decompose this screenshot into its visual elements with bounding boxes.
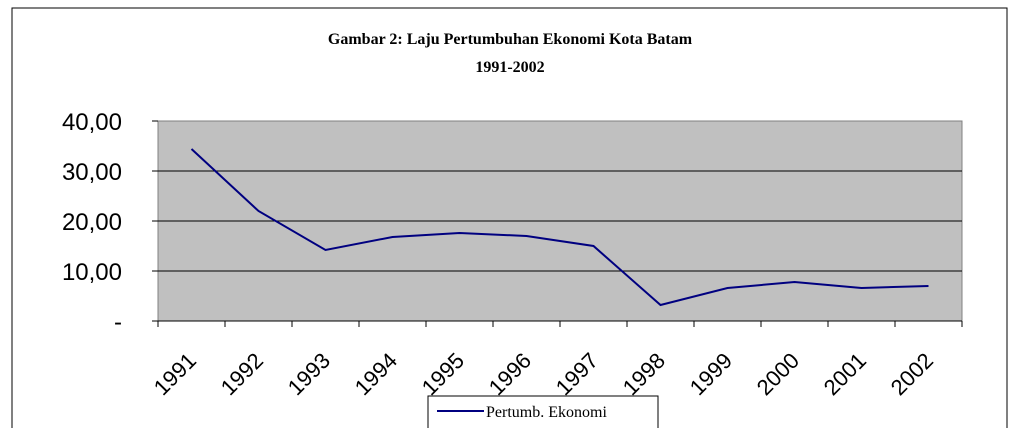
y-tick-label: 10,00: [62, 259, 122, 286]
y-tick-label: 20,00: [62, 209, 122, 236]
chart-subtitle: 1991-2002: [475, 59, 544, 76]
x-tick-label: 1998: [618, 348, 670, 400]
chart-title: Gambar 2: Laju Pertumbuhan Ekonomi Kota …: [328, 31, 693, 48]
x-tick-label: 1999: [685, 348, 737, 400]
frame: [11, 7, 1008, 428]
x-tick-label: 2000: [752, 348, 804, 400]
x-tick-label: 1993: [283, 348, 335, 400]
x-tick-label: 1996: [484, 348, 536, 400]
x-tick-label: 2002: [886, 348, 938, 400]
x-tick-label: 2001: [819, 348, 871, 400]
x-tick-label: 1997: [551, 348, 603, 400]
y-tick-label: 40,00: [62, 109, 122, 136]
legend-label: Pertumb. Ekonomi: [486, 404, 607, 421]
y-tick-label: -: [114, 309, 122, 336]
x-tick-label: 1994: [350, 348, 402, 400]
y-tick-label: 30,00: [62, 159, 122, 186]
line-series: [190, 148, 929, 307]
x-tick-label: 1991: [149, 348, 201, 400]
legend: Pertumb. Ekonomi: [427, 395, 659, 428]
x-tick-label: 1992: [216, 348, 268, 400]
x-tick-label: 1995: [417, 348, 469, 400]
